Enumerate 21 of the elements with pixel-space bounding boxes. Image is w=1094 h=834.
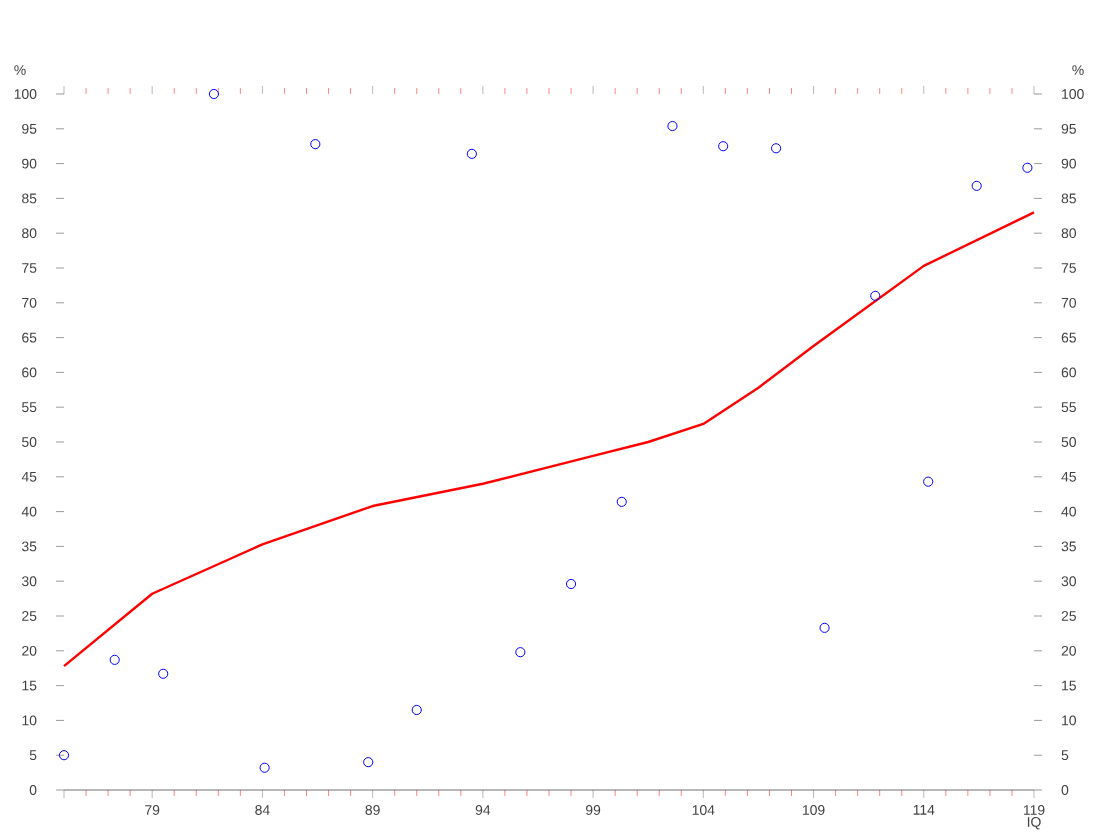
point <box>466 148 477 159</box>
point <box>259 762 270 773</box>
point <box>363 757 374 768</box>
point <box>971 180 982 191</box>
point <box>1022 162 1033 173</box>
point <box>411 704 422 716</box>
point <box>718 141 729 152</box>
line-series <box>62 211 1036 668</box>
point <box>109 654 120 665</box>
point <box>819 622 830 633</box>
point <box>565 578 577 590</box>
point <box>208 88 219 100</box>
point <box>870 290 881 301</box>
point <box>158 668 169 679</box>
point <box>770 143 782 154</box>
point <box>923 476 934 487</box>
point <box>515 647 526 658</box>
point <box>58 750 70 761</box>
point <box>667 120 678 132</box>
point <box>310 139 321 150</box>
point <box>616 496 627 507</box>
